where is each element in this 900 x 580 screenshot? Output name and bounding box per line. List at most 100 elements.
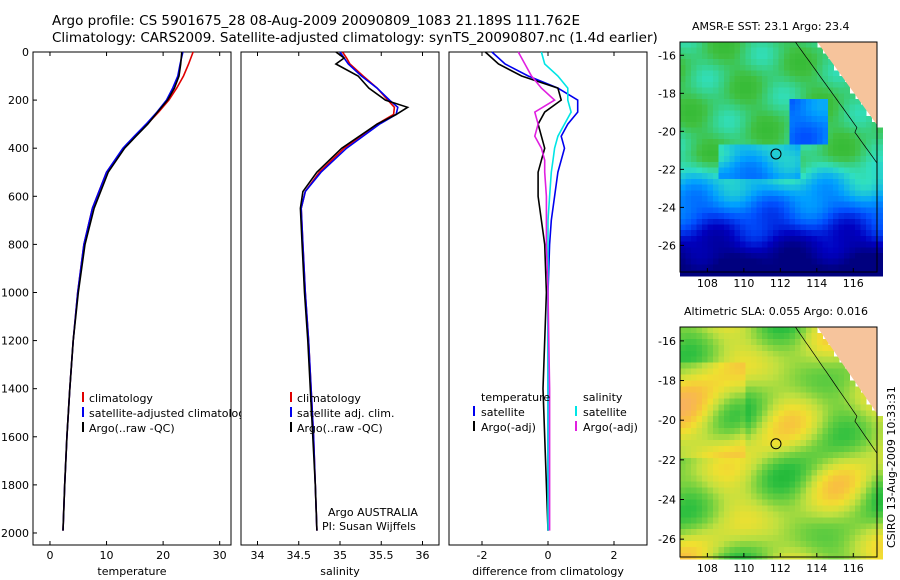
sla_map-cell (816, 398, 823, 405)
sla_map-cell (685, 457, 692, 465)
sla_map-cell (877, 547, 884, 554)
sst_map-cell (680, 144, 687, 151)
sst_map-cell (816, 190, 823, 197)
sla_map-cell (712, 451, 719, 459)
sst_map-cell (855, 116, 862, 123)
sst_map-cell (822, 150, 829, 157)
sla_map-cell (680, 535, 687, 542)
sst_map-cell (701, 270, 708, 277)
sst_map-cell (701, 190, 708, 197)
sst_map-cell (789, 173, 796, 180)
sst_map-cell (712, 218, 719, 226)
sst_map-cell (718, 190, 725, 197)
sst_map-cell (833, 121, 840, 129)
sst_map-cell (734, 144, 741, 151)
sst_map-cell (707, 121, 714, 129)
sla_map-cell (740, 410, 747, 417)
sla_map-cell (773, 422, 780, 429)
sla_map-cell (718, 463, 725, 471)
sla_map-cell (773, 475, 780, 483)
sla_map-cell (751, 332, 758, 340)
sst_map-cell (827, 224, 834, 231)
sla_map-cell (800, 380, 807, 388)
sst_map-cell (729, 53, 736, 60)
sla_map-cell (789, 422, 796, 429)
sst_map-cell (794, 230, 801, 237)
sst_map-cell (762, 207, 769, 214)
sst_map-cell (773, 42, 780, 49)
sst_map-float-marker (770, 148, 782, 160)
sst_map-cell (707, 241, 714, 248)
sst_map-cell (783, 133, 791, 140)
sla_map-cell (849, 511, 856, 518)
sst_map-cell (734, 241, 741, 248)
sla_map-cell (707, 416, 714, 423)
sst_map-cell (855, 195, 862, 203)
sst_map-cell (745, 247, 752, 254)
sla_map-cell (855, 499, 862, 507)
sst_map-cell (767, 127, 774, 134)
sst_map-cell (816, 150, 823, 157)
sla_map-cell (685, 481, 692, 489)
sst_map-cell (827, 156, 834, 163)
sla_map-cell (783, 404, 791, 411)
sst_map-cell (690, 87, 698, 94)
sst_map-cell (696, 252, 703, 260)
sst_map-cell (751, 64, 758, 72)
sla_map-cell (718, 398, 725, 405)
sst_map-cell (827, 138, 834, 146)
sla_map-cell (783, 481, 791, 489)
sla_map-cell (756, 529, 763, 536)
sst_map-cell (871, 207, 878, 214)
sla_map-cell (767, 362, 774, 370)
sla_map-cell (805, 451, 812, 459)
sst_map-cell (794, 258, 801, 265)
sla_map-land (817, 327, 877, 414)
sst_map-cell (789, 167, 796, 174)
sla_map-cell (822, 386, 829, 394)
sst_map-cell (877, 167, 884, 174)
sst_map-cell (740, 207, 747, 214)
sla_map-cell (762, 362, 769, 370)
sst_map-cell (866, 235, 873, 243)
sla_map-cell (860, 398, 867, 405)
sla_map-cell (789, 392, 796, 399)
sla_map-cell (712, 469, 719, 477)
sst_map-cell (751, 138, 758, 146)
sla_map-cell (696, 434, 703, 441)
sla_map-cell (696, 511, 703, 518)
sla_map-cell (822, 469, 829, 477)
sst_map-cell (707, 150, 714, 157)
sst_map-cell (729, 150, 736, 157)
sla_map-cell (696, 368, 703, 376)
sla_map-cell (762, 535, 769, 542)
sla_map-cell (701, 469, 708, 477)
sst_map-cell (751, 173, 758, 180)
sla_map-cell (783, 523, 791, 530)
sla_map-cell (866, 517, 873, 524)
sla_map-cell (762, 380, 769, 388)
sst_map-cell (756, 99, 763, 106)
sla_map-ytick-label: -24 (658, 494, 676, 507)
sla_map-cell (729, 392, 736, 399)
sst_map-cell (805, 138, 812, 146)
sla_map-cell (718, 505, 725, 512)
sst_map-cell (712, 173, 719, 180)
sla_map-cell (866, 463, 873, 471)
sst_map-cell (701, 230, 708, 237)
sla_map-cell (783, 511, 791, 518)
sst_map-cell (849, 241, 856, 248)
sst_map-cell (712, 116, 719, 123)
sst_map-cell (723, 190, 730, 197)
sla_map-cell (822, 457, 829, 465)
sst_map-cell (800, 110, 807, 117)
sst_map-cell (827, 190, 834, 197)
sst_map-cell (745, 42, 752, 49)
sst_map-cell (789, 190, 796, 197)
sla_map-cell (756, 463, 763, 471)
sst_map-cell (762, 70, 769, 77)
sla_map-cell (833, 374, 840, 382)
sst_map-cell (734, 47, 741, 54)
sst_map-cell (762, 127, 769, 134)
sla_map-cell (685, 374, 692, 382)
